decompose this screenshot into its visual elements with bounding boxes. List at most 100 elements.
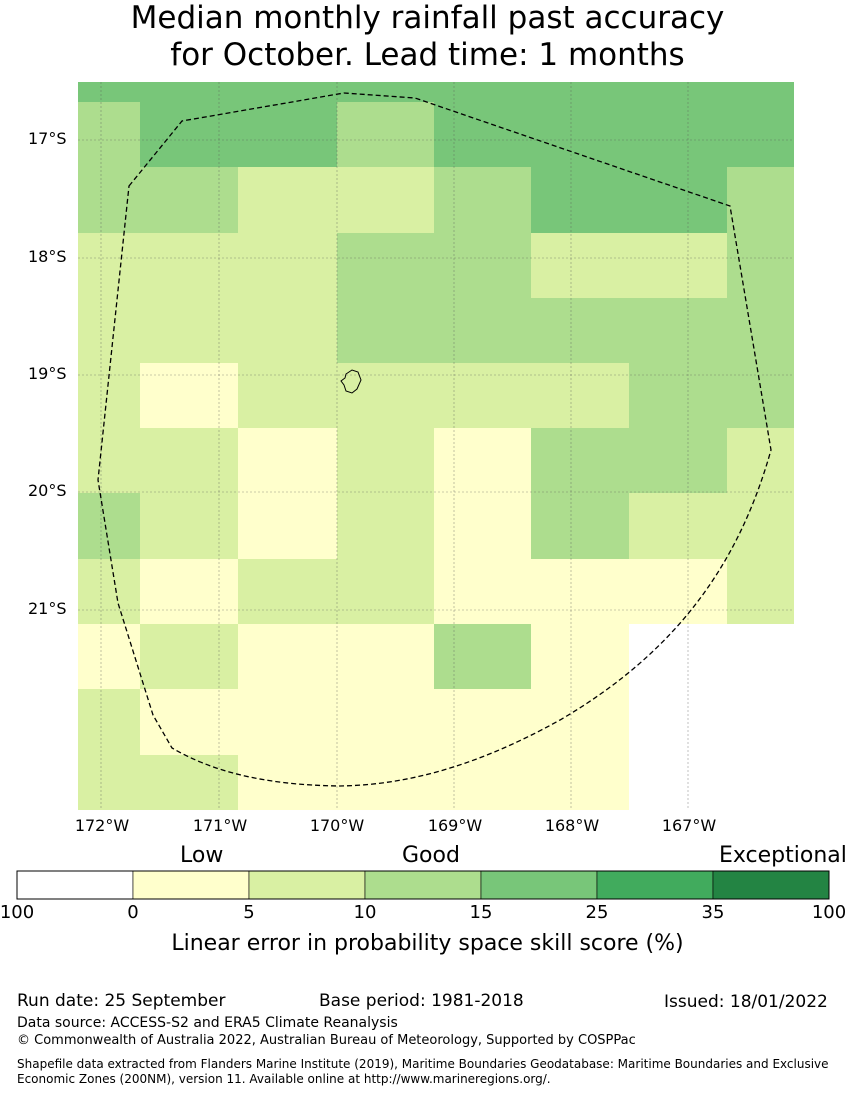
grid-cell bbox=[140, 493, 238, 559]
grid-cell bbox=[434, 82, 531, 102]
base-period: Base period: 1981-2018 bbox=[319, 991, 524, 1011]
grid-cell bbox=[434, 689, 531, 755]
skill-grid bbox=[78, 82, 794, 810]
grid-cell bbox=[238, 167, 337, 233]
grid-cell bbox=[727, 102, 794, 167]
grid-cell bbox=[337, 755, 434, 810]
grid-cell bbox=[531, 755, 629, 810]
grid-cell bbox=[531, 559, 629, 624]
lon-label-167w: 167°W bbox=[661, 816, 717, 835]
lon-label-171w: 171°W bbox=[192, 816, 248, 835]
grid-cell bbox=[78, 493, 140, 559]
grid-cell bbox=[727, 428, 794, 493]
grid-cell bbox=[78, 82, 140, 102]
grid-cell bbox=[434, 167, 531, 233]
eez-boundary bbox=[97, 92, 772, 787]
grid-cell bbox=[78, 755, 140, 810]
grid-cell bbox=[140, 428, 238, 493]
category-good: Good bbox=[402, 843, 460, 868]
colorbar-swatch bbox=[16, 870, 134, 900]
copyright: © Commonwealth of Australia 2022, Austra… bbox=[17, 1033, 636, 1048]
colorbar-outline bbox=[16, 870, 830, 900]
grid-cell bbox=[727, 559, 794, 624]
grid-cell bbox=[531, 624, 629, 689]
grid-cell bbox=[337, 428, 434, 493]
grid-cell bbox=[531, 363, 629, 428]
colorbar-swatch bbox=[480, 870, 598, 900]
run-date: Run date: 25 September bbox=[17, 991, 226, 1011]
grid-cell bbox=[337, 493, 434, 559]
grid-cell bbox=[727, 82, 794, 102]
grid-cell bbox=[238, 493, 337, 559]
grid-cell bbox=[78, 167, 140, 233]
grid-cell bbox=[78, 624, 140, 689]
grid-cell bbox=[434, 102, 531, 167]
grid-cell bbox=[78, 102, 140, 167]
colorbar-swatch bbox=[596, 870, 714, 900]
grid-cell bbox=[434, 493, 531, 559]
niue-island-outline bbox=[340, 369, 362, 394]
grid-cell bbox=[337, 102, 434, 167]
lat-label-19s: 19°S bbox=[28, 364, 67, 383]
grid-cell bbox=[434, 559, 531, 624]
shapefile-credit-line-2: Economic Zones (200NM), version 11. Avai… bbox=[17, 1072, 551, 1086]
grid-cell bbox=[78, 428, 140, 493]
grid-cell bbox=[238, 298, 337, 363]
grid-cell bbox=[531, 493, 629, 559]
grid-cell bbox=[727, 493, 794, 559]
grid-cell bbox=[434, 298, 531, 363]
colorbar-tick: 35 bbox=[701, 902, 725, 923]
colorbar-swatch bbox=[364, 870, 482, 900]
grid-cell bbox=[629, 102, 727, 167]
grid-cell bbox=[434, 624, 531, 689]
grid-cell bbox=[531, 233, 629, 298]
grid-cell bbox=[337, 624, 434, 689]
grid-cell bbox=[337, 363, 434, 428]
grid-cell bbox=[238, 624, 337, 689]
colorbar-swatch bbox=[248, 870, 366, 900]
lat-label-21s: 21°S bbox=[28, 599, 67, 618]
grid-cell bbox=[629, 428, 727, 493]
colorbar-tick: 5 bbox=[243, 902, 255, 923]
colorbar-tick: 10 bbox=[353, 902, 377, 923]
category-low: Low bbox=[180, 843, 224, 868]
grid-cell bbox=[727, 167, 794, 233]
grid-cell bbox=[78, 689, 140, 755]
grid-cell bbox=[531, 102, 629, 167]
colorbar-tick: 25 bbox=[585, 902, 609, 923]
grid-cell bbox=[531, 167, 629, 233]
grid-cell bbox=[78, 559, 140, 624]
grid-cell bbox=[238, 102, 337, 167]
grid-cell bbox=[531, 428, 629, 493]
grid-cell bbox=[78, 298, 140, 363]
grid-cell bbox=[531, 298, 629, 363]
map-title: Median monthly rainfall past accuracy fo… bbox=[0, 0, 855, 74]
shapefile-credit-line-1: Shapefile data extracted from Flanders M… bbox=[17, 1057, 829, 1071]
grid-cell bbox=[531, 82, 629, 102]
grid-cell bbox=[629, 493, 727, 559]
grid-cell bbox=[238, 233, 337, 298]
grid-cell bbox=[238, 82, 337, 102]
grid-cell bbox=[337, 559, 434, 624]
grid-cell bbox=[238, 689, 337, 755]
grid-cell bbox=[434, 233, 531, 298]
grid-cell bbox=[140, 233, 238, 298]
grid-cell bbox=[337, 689, 434, 755]
grid-cell bbox=[238, 363, 337, 428]
grid-cell bbox=[629, 298, 727, 363]
grid-cell bbox=[727, 298, 794, 363]
grid-cell bbox=[531, 689, 629, 755]
grid-cell bbox=[727, 233, 794, 298]
colorbar-title: Linear error in probability space skill … bbox=[171, 931, 684, 956]
lon-label-170w: 170°W bbox=[309, 816, 365, 835]
grid-cell bbox=[238, 428, 337, 493]
grid-cell bbox=[140, 102, 238, 167]
lon-label-169w: 169°W bbox=[427, 816, 483, 835]
lat-label-17s: 17°S bbox=[28, 129, 67, 148]
lat-label-20s: 20°S bbox=[28, 481, 67, 500]
lon-label-168w: 168°W bbox=[544, 816, 600, 835]
data-source: Data source: ACCESS-S2 and ERA5 Climate … bbox=[17, 1015, 398, 1031]
grid-cell bbox=[140, 559, 238, 624]
colorbar bbox=[16, 870, 830, 900]
